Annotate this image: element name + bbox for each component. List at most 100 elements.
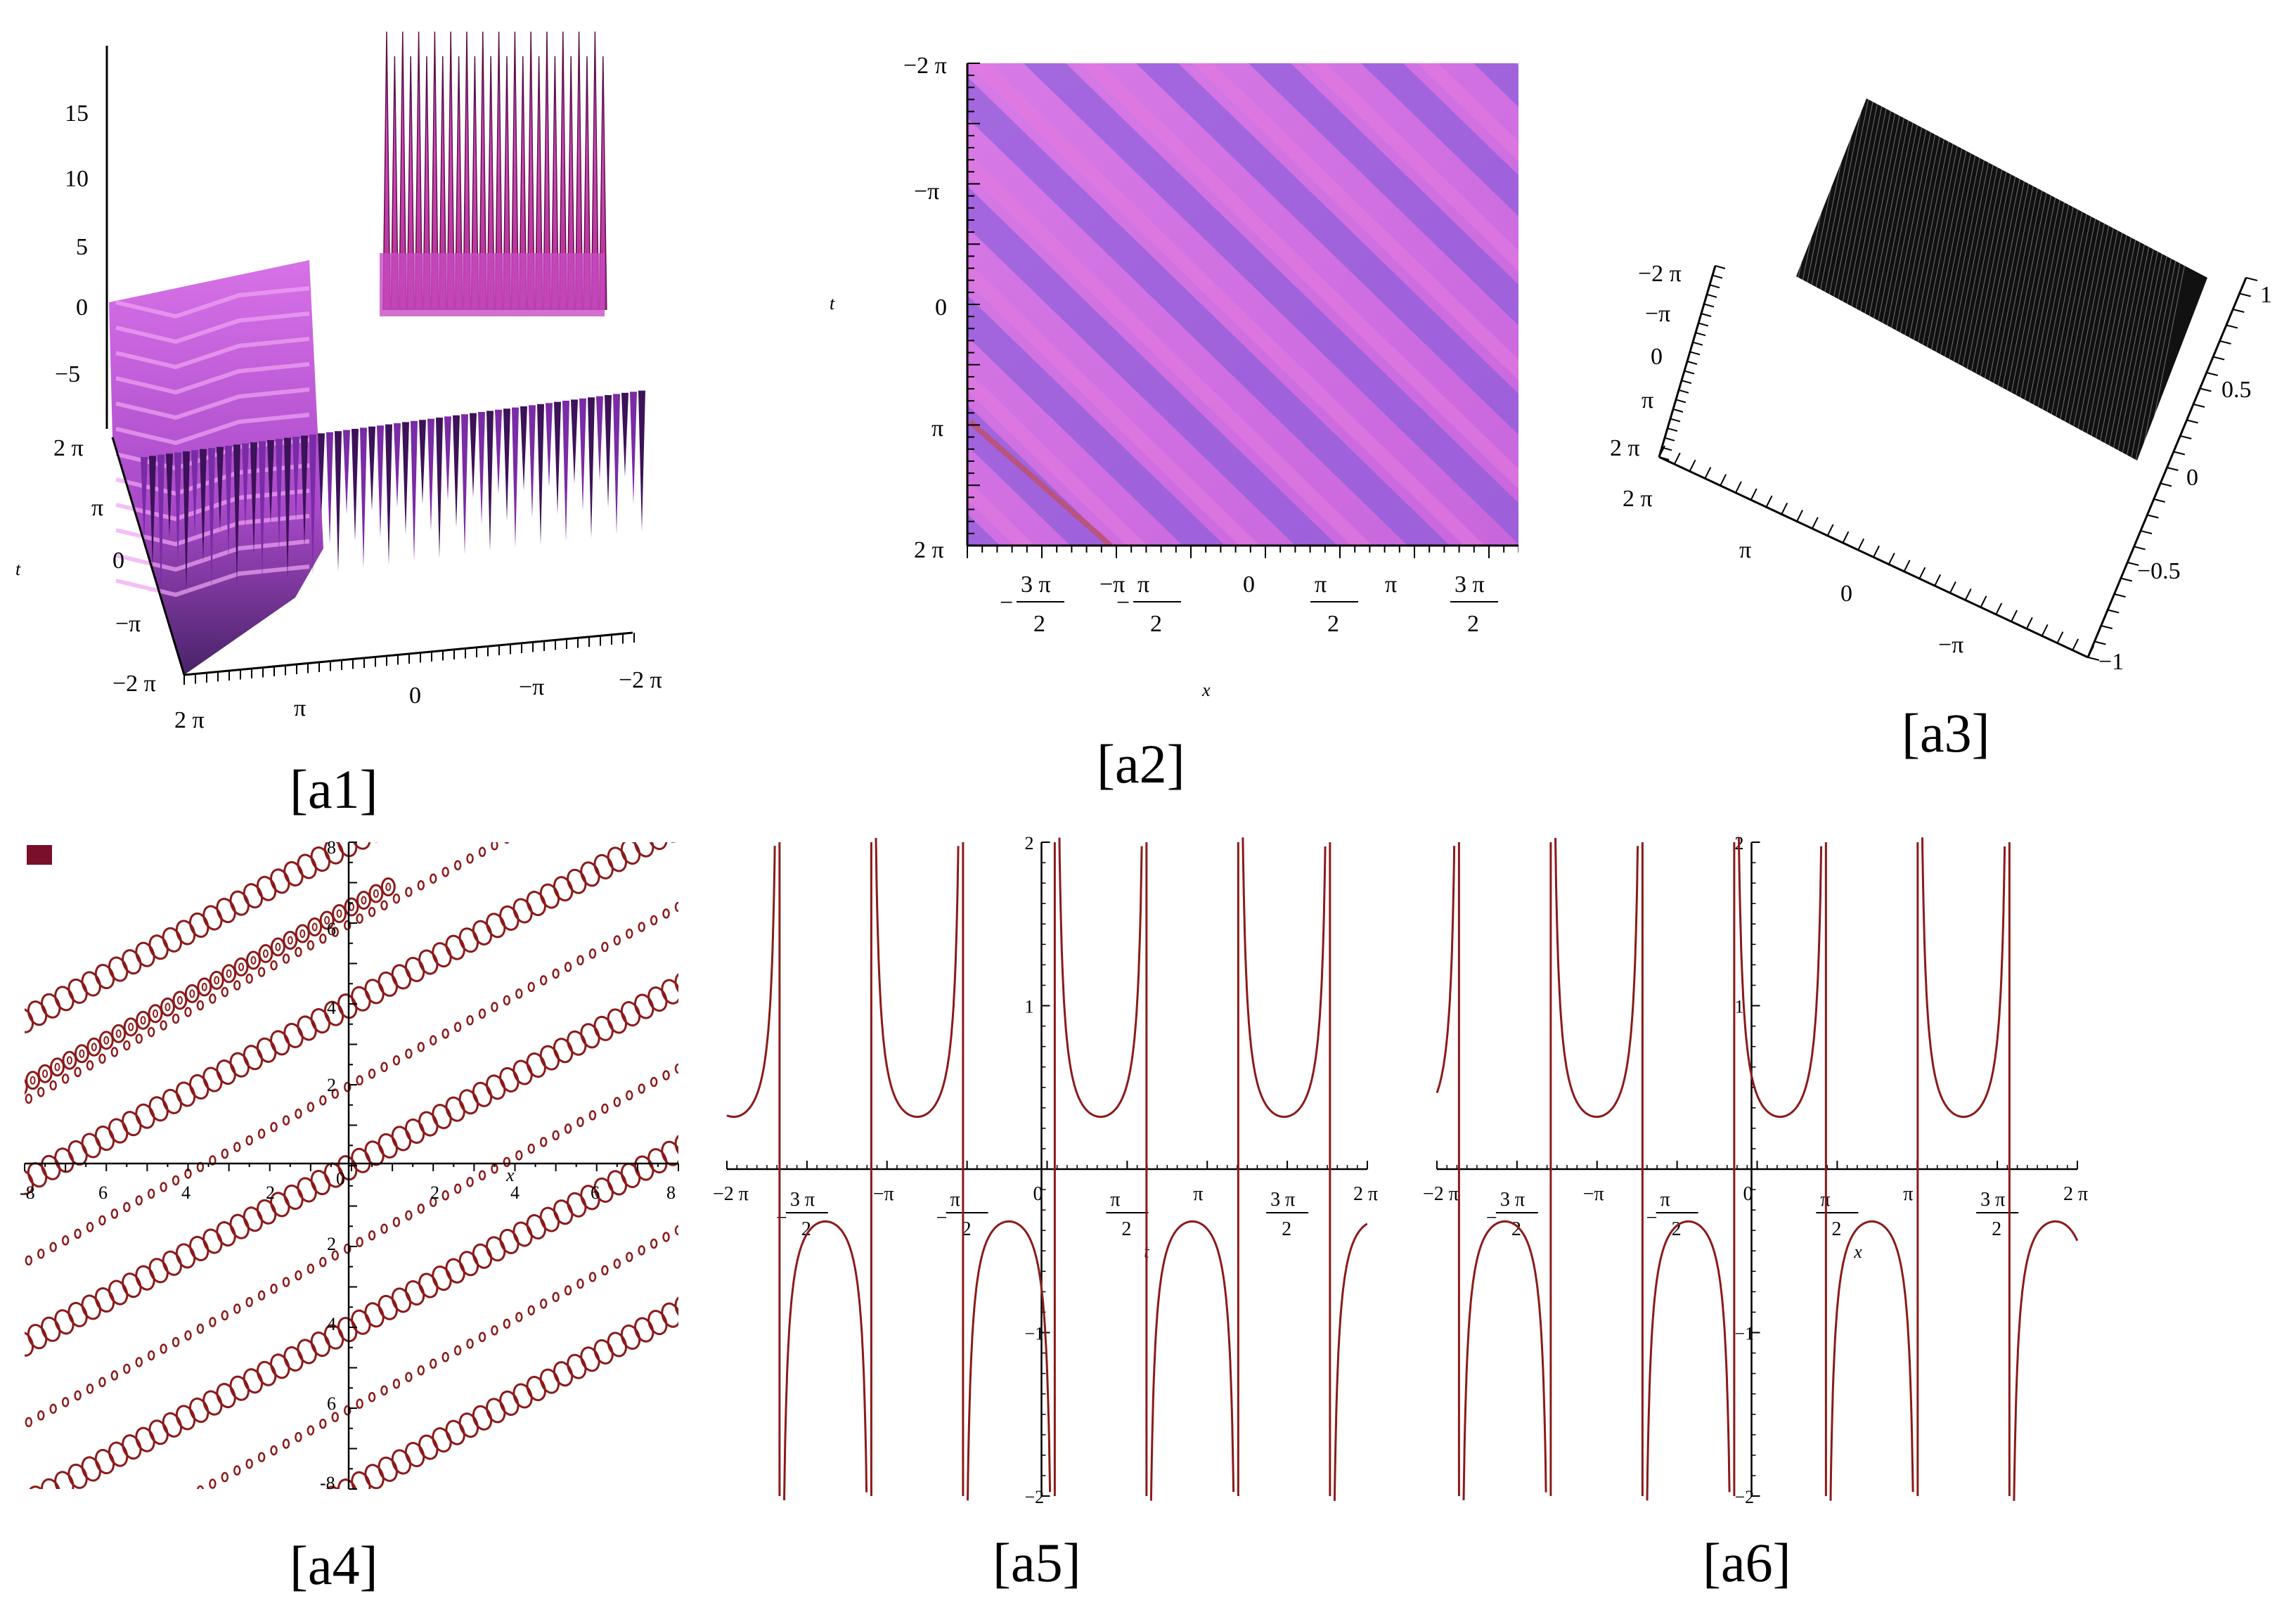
a4-contour-loop bbox=[175, 1243, 196, 1269]
a4-contour-loop bbox=[364, 842, 385, 843]
a1-t-tick-1: π bbox=[91, 495, 103, 521]
a4-contour-loop bbox=[270, 1192, 290, 1218]
a4-contour-loop bbox=[41, 993, 61, 1019]
a1-ridge bbox=[115, 413, 310, 446]
a6-x-tick-num: π bbox=[1660, 1189, 1670, 1211]
a4-contour-loop bbox=[567, 1353, 587, 1379]
a5-x-tick-num: π bbox=[1110, 1189, 1120, 1211]
a4-contour-dot bbox=[282, 1277, 290, 1287]
a1-down-spike bbox=[562, 401, 569, 541]
a3-z-tick-mark bbox=[2101, 625, 2113, 629]
a4-contour-dot bbox=[295, 1270, 302, 1281]
a3-mesh-line bbox=[1701, 70, 1786, 492]
a4-contour-dot bbox=[135, 1195, 143, 1206]
a4-contour-loop bbox=[94, 1126, 115, 1152]
a4-contour-loop bbox=[404, 1118, 425, 1144]
a4-contour-dot bbox=[86, 1060, 94, 1071]
a4-contour-loop bbox=[445, 1258, 465, 1284]
a2-ridge bbox=[968, 419, 1113, 546]
a6-curve-segment bbox=[1646, 1220, 1731, 1501]
a6-x-tick-sign: − bbox=[1486, 1207, 1497, 1229]
a3-t-tick-mark bbox=[1667, 427, 1678, 432]
a4-contour-loop bbox=[108, 1280, 129, 1306]
a4-contour-dot bbox=[196, 1000, 205, 1011]
a4-contour-loop bbox=[135, 1265, 155, 1291]
a4-contour-ring-inner bbox=[176, 995, 183, 1005]
a2-x-tick-label: π bbox=[1385, 572, 1397, 598]
a3-z-tick-mark bbox=[2186, 419, 2198, 424]
a4-contour-ring-inner bbox=[42, 1069, 49, 1078]
a1-x-tick-1: π bbox=[294, 695, 306, 721]
a4-contour-ring bbox=[270, 937, 285, 957]
a2-x-tick-den: 2 bbox=[1467, 611, 1479, 637]
a4-contour-ring bbox=[111, 1024, 127, 1043]
a4-contour-loop bbox=[25, 1331, 34, 1357]
a4-contour-dot bbox=[61, 1235, 70, 1246]
a4-contour-loop bbox=[94, 1287, 115, 1313]
a4-y-tick-5: 4 bbox=[327, 1314, 336, 1334]
a4-contour-dot bbox=[172, 1175, 180, 1186]
a4-contour-loop bbox=[54, 1309, 75, 1335]
a4-contour-loop bbox=[94, 1449, 115, 1475]
a3-z-tick-mark bbox=[2239, 292, 2251, 297]
a4-contour-loop bbox=[41, 1478, 61, 1489]
a4-contour-loop bbox=[376, 830, 400, 837]
a4-contour-loop bbox=[81, 971, 101, 997]
a4-contour-ring-inner bbox=[79, 1049, 85, 1058]
a4-contour-dot bbox=[270, 1121, 278, 1133]
a4-contour-ring bbox=[136, 1010, 151, 1030]
a4-contour-loop bbox=[67, 1463, 88, 1489]
a4-contour-dot bbox=[25, 1255, 33, 1266]
a4-contour-ring bbox=[0, 1092, 2, 1109]
a4-contour-ring-inner bbox=[238, 962, 245, 972]
a5-x-tick-label: 0 bbox=[1033, 1183, 1043, 1205]
a3-x-tick-mark bbox=[1673, 452, 1681, 465]
a4-contour-loop bbox=[81, 1133, 101, 1159]
caption-a3: [a3] bbox=[1902, 702, 1990, 763]
a4-contour-ring bbox=[2, 1085, 15, 1102]
a4-y-tick-1: 6 bbox=[327, 919, 336, 939]
a4-contour-loop bbox=[310, 1332, 331, 1358]
a4-contour-loop bbox=[378, 1456, 398, 1482]
a4-contour-loop bbox=[499, 1390, 520, 1416]
a2-stripe-light bbox=[967, 63, 1485, 546]
a4-contour-loop bbox=[202, 1066, 223, 1093]
a3-x-tick-mark bbox=[1704, 467, 1712, 479]
a1-down-spike bbox=[512, 407, 519, 548]
a4-contour-dot bbox=[135, 1357, 143, 1367]
a5-curve-segment bbox=[967, 1220, 1052, 1501]
a3-z-tick-0: 1 bbox=[2260, 282, 2272, 308]
a1-ridge bbox=[115, 311, 310, 344]
a4-contour-dot bbox=[650, 1238, 658, 1249]
a4-contour-loop bbox=[295, 1499, 319, 1527]
a4-contour-loop bbox=[0, 1344, 9, 1372]
a1-down-spike bbox=[292, 437, 299, 522]
a3-t-tick-mark bbox=[1689, 351, 1701, 356]
a1-down-spike bbox=[554, 401, 561, 515]
a4-contour-ring-inner bbox=[201, 982, 207, 991]
a3-z-tick-mark bbox=[2107, 609, 2120, 614]
a6-x-tick-label: π bbox=[1903, 1183, 1913, 1205]
a3-x-tick-mark bbox=[2011, 610, 2018, 622]
a1-down-spike bbox=[276, 439, 283, 552]
a3-t-tick-mark bbox=[1670, 418, 1681, 423]
a4-contour-loop bbox=[567, 1030, 587, 1056]
a4-contour-loop bbox=[122, 1111, 142, 1137]
a3-t-tick-mark bbox=[1686, 361, 1698, 365]
a4-contour-loop bbox=[283, 861, 304, 887]
a1-down-spike bbox=[174, 452, 181, 565]
a2-stripe-light bbox=[1192, 63, 1563, 424]
a4-contour-loop bbox=[229, 890, 250, 916]
a4-contour-loop bbox=[512, 1383, 533, 1409]
a4-contour-dot bbox=[417, 879, 425, 891]
a2-stripe bbox=[1361, 63, 1563, 260]
a4-contour-ring-inner bbox=[165, 1003, 171, 1012]
a4-contour-loop bbox=[512, 1059, 533, 1085]
a4-y-tick-4: 2 bbox=[327, 1234, 336, 1254]
a6-curve-segment bbox=[1462, 1220, 1547, 1501]
a4-contour-loop bbox=[323, 842, 344, 865]
a4-contour-loop bbox=[297, 853, 317, 879]
a3-z-tick-mark bbox=[2233, 309, 2245, 313]
a3-z-tick-mark bbox=[2200, 387, 2212, 392]
a3-x-tick-1: π bbox=[1739, 537, 1751, 563]
